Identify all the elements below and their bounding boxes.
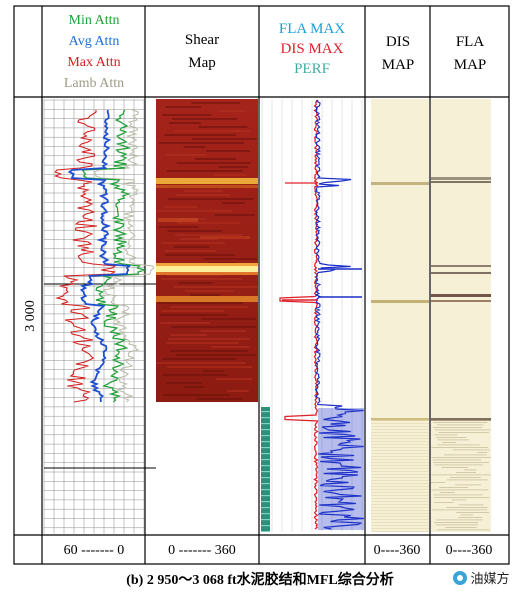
attenuation-legend: Min Attn Avg Attn Max Attn Lamb Attn [64,13,124,91]
fla-title-line2: MAP [454,57,487,73]
lamb-attn-curve [93,109,155,403]
attenuation-track [43,99,156,535]
dis-title-line2: MAP [382,57,415,73]
fla-map-track [431,99,491,532]
depth-label: 3 000 [23,300,38,332]
watermark-text: 油媒方 [470,571,509,587]
max-attn-curve [53,109,117,403]
watermark: 油媒方 [453,571,510,587]
shear-title-line2: Map [188,55,216,71]
perf-bar [261,407,270,532]
dis-max-curve [279,99,319,530]
fla-dis-legend: FLA MAX DIS MAX PERF [279,21,345,77]
attenuation-grid [43,99,156,535]
attenuation-scale-label: 60 ------- 0 [64,543,125,558]
legend-dis-max: DIS MAX [281,41,344,57]
shear-map-title: Shear Map [185,32,219,71]
min-attn-curve [81,109,147,403]
avg-attn-curve [67,109,132,402]
fla-dis-track [261,99,364,532]
legend-fla-max: FLA MAX [279,21,345,37]
dis-map-title: DIS MAP [382,34,415,73]
legend-max-attn: Max Attn [67,55,120,70]
legend-lamb-attn: Lamb Attn [64,76,124,91]
fla-max-curve [314,99,364,530]
fla-title-line1: FLA [456,34,485,50]
fla-map-title: FLA MAP [454,34,487,73]
legend-avg-attn: Avg Attn [69,34,120,49]
shear-title-line1: Shear [185,32,219,48]
legend-min-attn: Min Attn [69,13,120,28]
dis-title-line1: DIS [386,34,410,50]
shear-scale-label: 0 ------- 360 [168,543,236,558]
dis-scale-label: 0----360 [374,543,421,558]
figure-caption: (b) 2 950～3 068 ft水泥胶结和MFL综合分析 [126,571,394,588]
legend-perf: PERF [294,61,330,77]
dis-map-track [371,99,429,532]
shear-map-track [156,99,258,402]
outer-frame [13,5,510,565]
fla-scale-label: 0----360 [446,543,493,558]
